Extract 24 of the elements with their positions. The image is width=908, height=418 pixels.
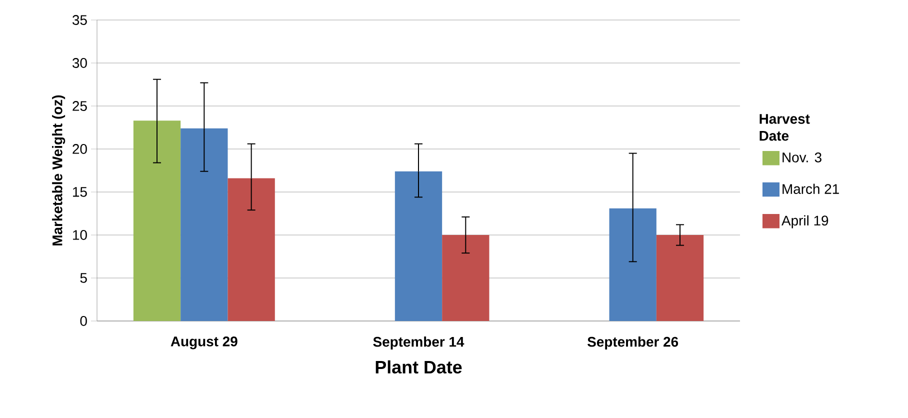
- y-tick-label: 25: [72, 101, 87, 111]
- legend-label: March 21: [782, 184, 839, 194]
- bar: [609, 208, 656, 321]
- y-tick-label: 35: [72, 15, 87, 25]
- x-tick-label: September 14: [373, 336, 464, 350]
- y-tick-label: 5: [80, 273, 87, 283]
- y-axis-title: Marketable Weight (oz): [52, 95, 66, 246]
- bar: [133, 120, 181, 321]
- y-tick-label: 20: [72, 144, 87, 154]
- legend-label: Nov. 3: [782, 152, 822, 162]
- x-tick-label: August 29: [170, 336, 238, 350]
- legend-title: Harvest Date: [760, 114, 810, 141]
- bar: [394, 171, 442, 321]
- bar: [228, 178, 275, 321]
- y-tick-label: 10: [73, 230, 87, 240]
- bar: [180, 128, 228, 321]
- bar: [442, 235, 490, 321]
- y-tick-label: 0: [80, 316, 87, 326]
- y-tick-label: 15: [73, 187, 87, 197]
- y-tick-label: 30: [72, 58, 87, 68]
- legend-label: April 19: [782, 215, 828, 228]
- bar: [656, 235, 704, 321]
- x-axis-title: Plant Date: [376, 360, 462, 374]
- x-tick-label: September 26: [588, 336, 678, 350]
